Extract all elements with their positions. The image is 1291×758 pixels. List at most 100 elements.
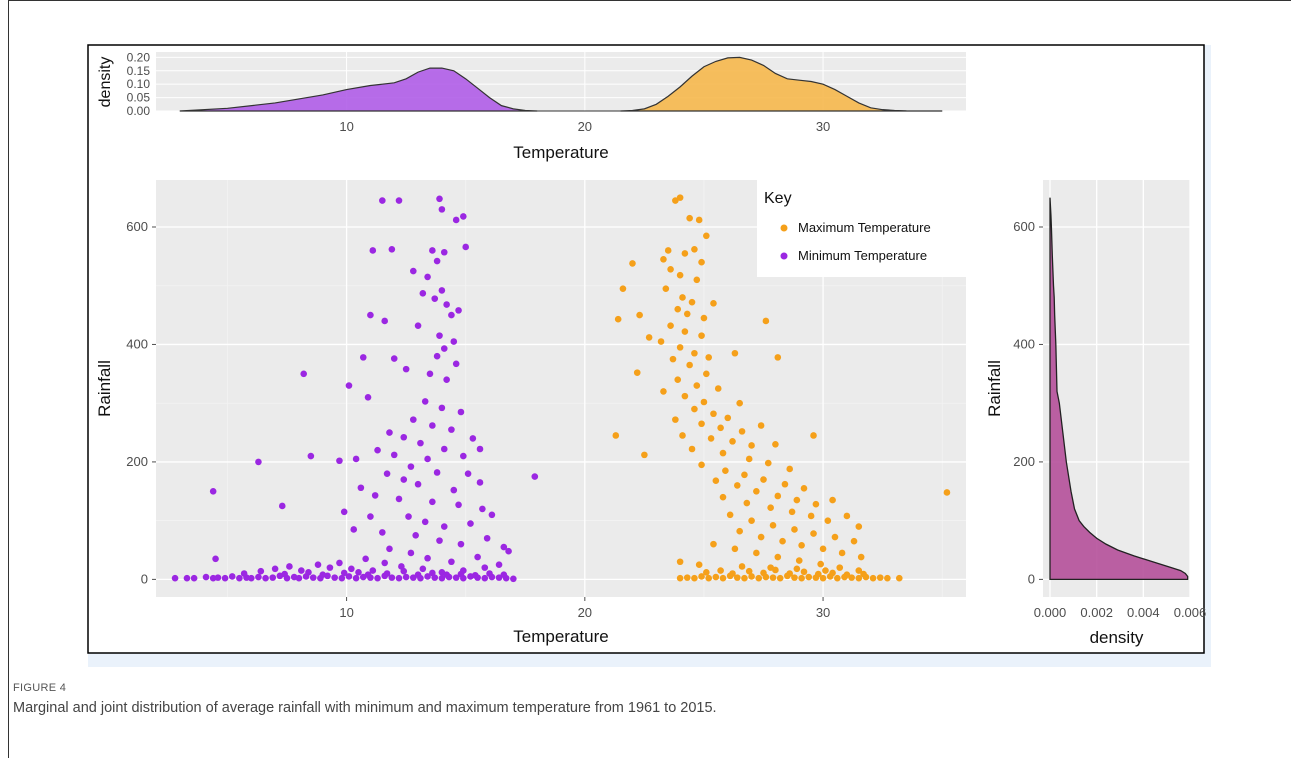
scatter-point-min	[388, 574, 396, 581]
joint-ylabel: Rainfall	[95, 360, 114, 417]
scatter-point-min	[505, 547, 512, 555]
scatter-point-min	[364, 571, 372, 578]
scatter-point-max	[722, 467, 729, 475]
scatter-point-max	[774, 354, 782, 361]
scatter-point-min	[298, 567, 305, 574]
scatter-point-min	[424, 455, 431, 463]
scatter-point-min	[379, 197, 386, 204]
scatter-point-min	[400, 476, 408, 483]
scatter-point-max	[738, 563, 746, 570]
right-xtick-label: 0.002	[1080, 605, 1113, 620]
scatter-point-max	[769, 522, 777, 529]
scatter-point-max	[681, 250, 689, 257]
scatter-point-max	[719, 493, 727, 501]
scatter-point-max	[672, 416, 679, 423]
scatter-point-max	[762, 317, 770, 325]
scatter-point-max	[662, 285, 670, 292]
scatter-point-max	[672, 197, 679, 204]
legend-label-max: Maximum Temperature	[798, 220, 931, 235]
scatter-point-min	[531, 473, 539, 480]
scatter-point-max	[705, 574, 713, 582]
scatter-point-min	[271, 565, 279, 573]
scatter-point-max	[776, 574, 784, 582]
scatter-point-max	[693, 382, 701, 389]
scatter-point-max	[667, 265, 674, 273]
scatter-point-min	[500, 571, 508, 578]
scatter-point-max	[793, 565, 801, 573]
scatter-point-min	[488, 511, 496, 519]
scatter-point-min	[247, 574, 255, 582]
scatter-point-max	[726, 511, 734, 519]
scatter-point-min	[307, 452, 315, 460]
scatter-point-max	[774, 553, 782, 561]
scatter-point-max	[860, 570, 867, 578]
top-ytick-label: 0.00	[127, 104, 151, 118]
scatter-point-min	[452, 216, 460, 224]
scatter-point-min	[438, 206, 446, 213]
scatter-point-max	[753, 487, 760, 495]
scatter-point-max	[679, 294, 686, 301]
scatter-point-max	[850, 537, 858, 545]
scatter-point-min	[440, 248, 448, 256]
scatter-point-max	[683, 310, 691, 318]
scatter-point-min	[319, 571, 327, 578]
scatter-point-max	[688, 445, 696, 453]
scatter-point-min	[412, 532, 419, 539]
scatter-point-min	[190, 574, 198, 582]
scatter-point-min	[402, 573, 410, 581]
top-xlabel: Temperature	[513, 143, 608, 162]
scatter-point-min	[429, 569, 436, 577]
scatter-point-max	[698, 258, 705, 266]
scatter-point-min	[367, 513, 374, 520]
scatter-point-max	[691, 574, 698, 582]
scatter-point-max	[824, 517, 832, 524]
scatter-point-min	[367, 311, 374, 319]
scatter-point-min	[448, 558, 455, 566]
scatter-point-max	[731, 349, 739, 357]
scatter-point-max	[817, 560, 824, 568]
scatter-point-min	[369, 567, 377, 574]
scatter-point-max	[829, 569, 836, 577]
scatter-point-max	[619, 285, 627, 292]
scatter-point-max	[798, 574, 805, 582]
scatter-point-min	[405, 513, 412, 520]
scatter-point-max	[791, 526, 798, 533]
top-xtick-label: 30	[816, 119, 830, 134]
scatter-point-min	[362, 555, 369, 563]
scatter-point-min	[460, 452, 467, 460]
scatter-point-min	[386, 545, 393, 553]
scatter-point-max	[788, 508, 796, 516]
scatter-point-max	[741, 574, 748, 582]
legend-key-min	[780, 252, 788, 260]
scatter-point-min	[474, 553, 481, 561]
legend: Key Maximum Temperature Minimum Temperatur…	[757, 180, 966, 277]
scatter-point-min	[269, 574, 277, 581]
scatter-point-min	[414, 571, 422, 578]
scatter-point-min	[476, 479, 484, 486]
scatter-point-max	[691, 246, 698, 253]
scatter-point-min	[450, 486, 458, 494]
joint-panel: 0 200 400 600 10 20 30 Temperature Rainfall Key Ma…	[95, 180, 966, 646]
scatter-point-min	[388, 246, 396, 253]
scatter-point-max	[741, 471, 748, 479]
scatter-point-min	[407, 549, 415, 557]
right-ytick-label: 200	[1013, 454, 1035, 469]
scatter-point-max	[800, 485, 808, 492]
scatter-point-min	[345, 382, 353, 389]
density-area-max	[620, 56, 943, 112]
scatter-point-min	[479, 505, 486, 513]
scatter-point-max	[743, 499, 751, 507]
scatter-point-min	[414, 322, 422, 329]
scatter-point-max	[779, 537, 786, 545]
scatter-point-max	[760, 476, 767, 483]
scatter-point-max	[693, 276, 701, 284]
right-ylabel: Rainfall	[985, 360, 1004, 417]
scatter-point-max	[681, 328, 689, 335]
scatter-point-min	[381, 559, 389, 567]
scatter-point-min	[440, 445, 448, 453]
scatter-point-min	[455, 501, 462, 509]
joint-ytick-label: 400	[126, 336, 148, 351]
scatter-point-min	[429, 422, 436, 429]
scatter-point-max	[698, 461, 705, 469]
scatter-point-max	[848, 574, 855, 581]
